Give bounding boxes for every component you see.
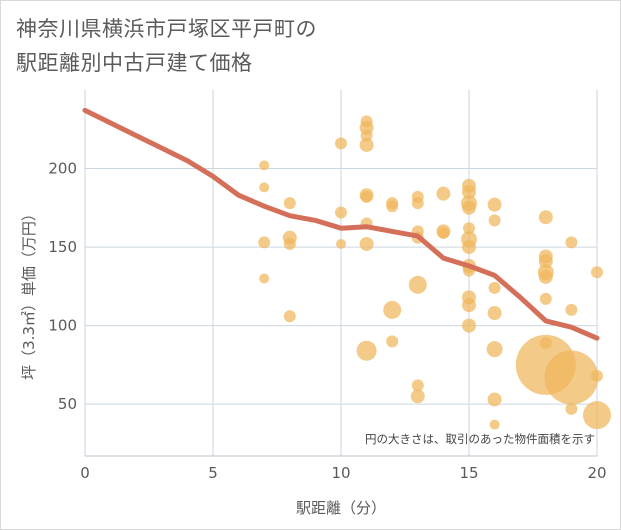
data-bubble [462,298,476,313]
chart-title-line-2: 駅距離別中古戸建て価格 [16,51,253,75]
x-tick-label: 20 [587,464,606,482]
data-bubble [259,273,270,284]
x-tick-label: 5 [208,464,218,482]
data-bubble [411,379,424,392]
data-bubble [565,402,578,415]
data-bubble [591,266,603,279]
data-bubble [386,335,399,348]
data-bubble [463,222,475,235]
data-bubble [583,401,611,430]
data-bubble [487,197,502,212]
data-bubble [462,200,476,215]
x-tick-label: 0 [80,464,90,482]
data-bubble [462,240,476,255]
data-bubble [359,137,374,152]
data-bubble [359,236,374,251]
y-tick-label: 100 [48,317,77,335]
x-tick-label: 15 [459,464,478,482]
data-bubble [489,419,500,430]
data-bubble [487,306,502,321]
data-bubble [488,214,501,227]
chart-title-line-1: 神奈川県横浜市戸塚区平戸町の [16,17,317,41]
data-bubble [283,237,296,250]
data-bubble [360,190,373,203]
data-bubble [386,200,399,213]
chart-title: 神奈川県横浜市戸塚区平戸町の 駅距離別中古戸建て価格 [16,12,576,80]
data-bubble [259,160,270,171]
trend-line [82,107,600,341]
y-axis-ticks: 50 100 150 200 [48,160,77,414]
data-bubble [335,137,347,150]
data-bubble [539,292,552,305]
x-tick-label: 10 [331,464,350,482]
bubble-size-note: 円の大きさは、取引のあった物件面積を示す [365,432,595,446]
y-tick-label: 200 [48,160,77,178]
data-bubble [437,226,450,239]
data-bubble [486,341,503,358]
x-axis-label: 駅距離（分） [296,499,386,517]
data-bubble [488,281,501,294]
data-bubble [538,269,553,284]
trend-line-group [82,107,600,341]
data-bubble [591,369,603,382]
data-bubble [259,182,270,193]
y-tick-label: 50 [58,395,77,413]
data-bubble [538,254,553,269]
x-axis-ticks: 0 5 10 15 20 [80,464,606,482]
bubble-series [258,115,611,430]
data-bubble [356,340,377,361]
data-bubble [436,186,451,201]
data-bubble [383,300,402,319]
data-bubble [410,389,425,404]
data-bubble [336,238,346,249]
data-bubble [360,129,373,142]
data-bubble [258,236,271,249]
data-bubble [544,350,599,405]
data-bubble [411,197,424,210]
data-bubble [462,318,476,333]
data-bubble [565,303,578,316]
data-bubble [283,197,296,210]
data-bubble [408,275,427,294]
y-axis-label: 坪（3.3㎡）単価（万円） [20,206,38,380]
y-tick-label: 150 [48,238,77,256]
data-bubble [335,206,347,219]
data-bubble [565,236,578,249]
data-bubble [283,310,296,323]
data-bubble [538,210,553,225]
data-bubble [487,392,502,407]
data-bubble [462,185,476,200]
